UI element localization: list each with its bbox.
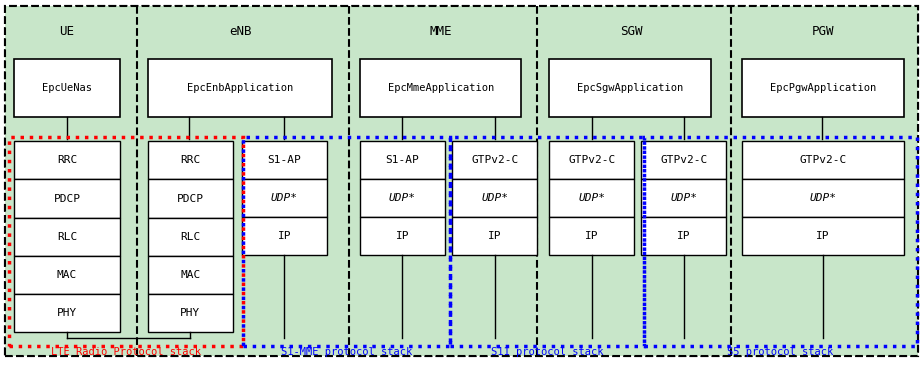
Bar [148,179,233,218]
Text: UDP*: UDP* [809,193,836,203]
Text: GTPv2-C: GTPv2-C [660,155,708,165]
Text: EpcEnbApplication: EpcEnbApplication [186,83,294,93]
Bar [452,141,537,179]
Bar [9,137,243,346]
Bar [452,179,537,217]
Bar [14,218,120,256]
Text: PDCP: PDCP [176,193,204,204]
Bar [742,217,904,255]
Text: GTPv2-C: GTPv2-C [471,155,519,165]
Text: UDP*: UDP* [389,193,416,203]
Text: UDP*: UDP* [578,193,605,203]
Text: eNB: eNB [229,25,252,38]
Text: EpcUeNas: EpcUeNas [42,83,92,93]
Text: UDP*: UDP* [670,193,698,203]
Text: S5 protocol stack: S5 protocol stack [727,347,833,357]
Bar [148,141,233,179]
Text: UE: UE [59,25,75,38]
Text: PHY: PHY [180,308,200,318]
Bar [148,218,233,256]
Text: RLC: RLC [57,232,77,242]
Text: EpcPgwApplication: EpcPgwApplication [770,83,876,93]
Bar [360,141,445,179]
Bar [242,179,327,217]
Text: S1-MME protocol stack: S1-MME protocol stack [281,347,413,357]
Text: GTPv2-C: GTPv2-C [568,155,616,165]
Text: RLC: RLC [180,232,200,242]
Text: IP: IP [488,231,501,241]
Bar [641,217,726,255]
Bar [360,59,521,117]
Bar [641,141,726,179]
Text: PGW: PGW [812,25,834,38]
Text: PDCP: PDCP [54,193,80,204]
Text: EpcSgwApplication: EpcSgwApplication [577,83,683,93]
Text: MAC: MAC [180,270,200,280]
Bar [148,59,332,117]
Text: IP: IP [585,231,598,241]
Bar [742,179,904,217]
Text: LTE Radio Protocol stack: LTE Radio Protocol stack [51,347,201,357]
Bar [641,179,726,217]
Bar [450,137,644,346]
Bar [742,141,904,179]
Text: RRC: RRC [57,155,77,166]
Bar [742,59,904,117]
Bar [14,59,120,117]
Text: EpcMmeApplication: EpcMmeApplication [388,83,494,93]
Bar [549,179,634,217]
Text: MME: MME [430,25,452,38]
Text: UDP*: UDP* [481,193,509,203]
Text: IP: IP [677,231,690,241]
Bar [242,217,327,255]
Text: GTPv2-C: GTPv2-C [799,155,846,165]
Bar [14,141,120,179]
Bar [148,294,233,332]
Bar [148,256,233,294]
Text: S11 protocol stack: S11 protocol stack [491,347,604,357]
Bar [242,141,327,179]
Text: IP: IP [396,231,409,241]
Bar [549,217,634,255]
Text: PHY: PHY [57,308,77,318]
Bar [14,294,120,332]
Bar [14,179,120,218]
Text: SGW: SGW [620,25,643,38]
Text: RRC: RRC [180,155,200,166]
Text: IP: IP [816,231,830,241]
Bar [549,141,634,179]
Text: S1-AP: S1-AP [386,155,419,165]
Bar [549,59,711,117]
Bar [14,256,120,294]
Text: IP: IP [278,231,291,241]
Text: UDP*: UDP* [270,193,298,203]
Bar [452,217,537,255]
Bar [360,179,445,217]
Bar [644,137,917,346]
Bar [243,137,450,346]
Text: S1-AP: S1-AP [268,155,301,165]
Text: MAC: MAC [57,270,77,280]
Bar [360,217,445,255]
